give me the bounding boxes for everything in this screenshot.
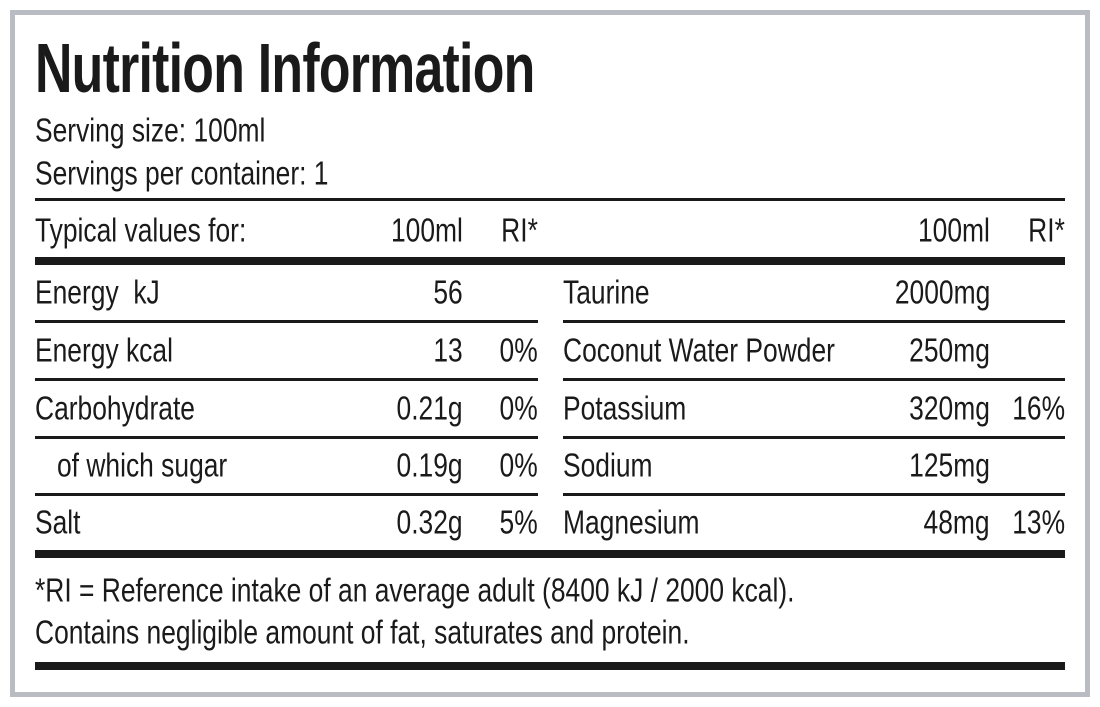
nutrient-ri: 0% <box>499 446 538 484</box>
nutrient-label: Energy kJ <box>35 273 160 311</box>
header-left-ri: RI* <box>501 211 538 249</box>
nutrient-ri: 0% <box>499 389 538 427</box>
nutrient-label: Taurine <box>563 273 650 311</box>
thick-divider <box>35 257 1065 265</box>
divider <box>35 198 1065 201</box>
row-divider <box>563 493 1065 496</box>
nutrient-amount: 0.19g <box>396 446 463 484</box>
nutrient-label: Sodium <box>563 446 653 484</box>
nutrient-amount: 320mg <box>909 389 990 427</box>
row-divider <box>35 493 538 496</box>
nutrient-ri: 5% <box>499 503 538 541</box>
nutrient-ri: 13% <box>1012 503 1065 541</box>
row-divider <box>35 320 538 323</box>
nutrient-label: Energy kcal <box>35 331 173 369</box>
row-divider <box>35 378 538 381</box>
row-divider <box>563 320 1065 323</box>
nutrient-amount: 48mg <box>923 503 990 541</box>
page-title: Nutrition Information <box>35 29 535 107</box>
nutrient-amount: 13 <box>433 331 463 369</box>
thick-divider <box>35 662 1065 670</box>
nutrient-amount: 0.21g <box>396 389 463 427</box>
footnote-ri: *RI = Reference intake of an average adu… <box>35 571 795 609</box>
nutrient-label: Magnesium <box>563 503 700 541</box>
header-left-amount: 100ml <box>391 211 463 249</box>
nutrient-amount: 56 <box>433 273 463 311</box>
nutrient-label: Carbohydrate <box>35 389 195 427</box>
nutrient-ri: 16% <box>1012 389 1065 427</box>
nutrient-label: Coconut Water Powder <box>563 331 835 369</box>
nutrient-label: Potassium <box>563 389 687 427</box>
header-right-amount: 100ml <box>918 211 990 249</box>
label-frame <box>10 10 1090 697</box>
nutrient-amount: 125mg <box>909 446 990 484</box>
footnote-negligible: Contains negligible amount of fat, satur… <box>35 613 690 651</box>
row-divider <box>563 436 1065 439</box>
nutrient-amount: 2000mg <box>894 273 990 311</box>
row-divider <box>563 378 1065 381</box>
nutrient-amount: 250mg <box>909 331 990 369</box>
nutrient-label: Salt <box>35 503 81 541</box>
thick-divider <box>35 550 1065 558</box>
nutrient-label: of which sugar <box>35 446 228 484</box>
header-label: Typical values for: <box>35 211 247 249</box>
servings-per-container: Servings per container: 1 <box>35 154 329 192</box>
serving-size: Serving size: 100ml <box>35 111 266 149</box>
row-divider <box>35 436 538 439</box>
nutrient-ri: 0% <box>499 331 538 369</box>
nutrient-amount: 0.32g <box>396 503 463 541</box>
header-right-ri: RI* <box>1028 211 1065 249</box>
